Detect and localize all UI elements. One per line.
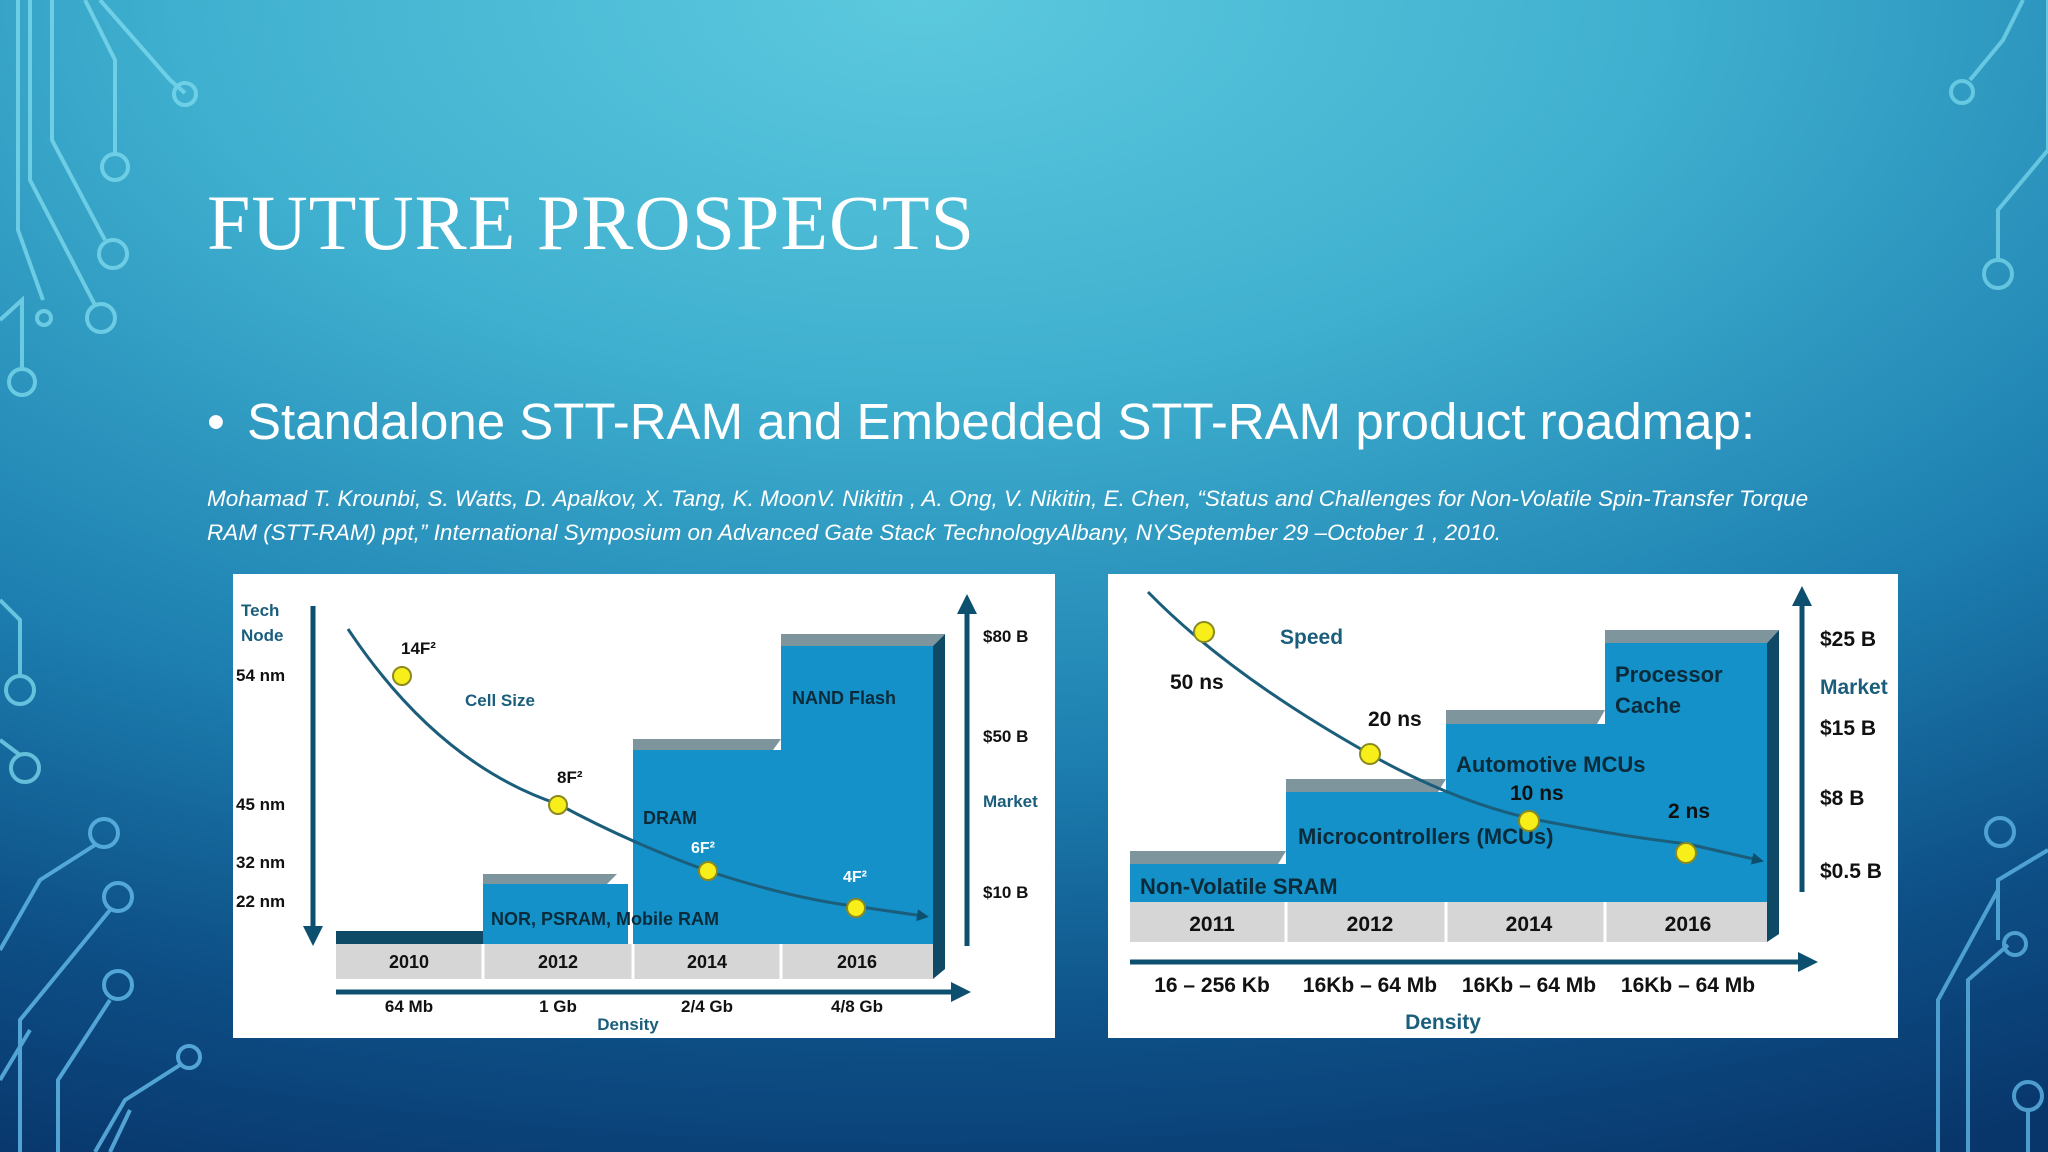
- density-axis-label: Density: [1405, 1011, 1481, 1034]
- cell-size-label: 4F²: [843, 869, 867, 886]
- mcu-block: [1286, 792, 1446, 902]
- cell-size-label: 6F²: [691, 840, 715, 857]
- market-tick: $15 B: [1820, 717, 1876, 740]
- speed-label: Speed: [1280, 626, 1343, 649]
- year-label: 2011: [1189, 913, 1235, 936]
- year-label: 2016: [1665, 913, 1712, 936]
- speed-value: 50 ns: [1170, 671, 1224, 694]
- cell-size-point: [392, 666, 412, 686]
- year-bar: [1130, 902, 1767, 942]
- segment-label: Microcontrollers (MCUs): [1298, 824, 1553, 849]
- cell-size-point: [698, 861, 718, 881]
- speed-point: [1518, 810, 1540, 832]
- density-value: 16Kb – 64 Mb: [1621, 974, 1755, 997]
- speed-curve: [1146, 590, 1764, 865]
- segment-label: Processor: [1615, 662, 1723, 687]
- embedded-roadmap-svg: 2011 2012 2014 2016 16 – 256 Kb 16Kb – 6…: [1130, 586, 1888, 1034]
- density-value: 16 – 256 Kb: [1154, 974, 1270, 997]
- left-circuit-decoration: [0, 0, 202, 1152]
- segment-label: Non-Volatile SRAM: [1140, 874, 1338, 899]
- cache-block-top: [1605, 630, 1779, 643]
- tech-node-label: Tech: [241, 601, 279, 620]
- market-tick: $8 B: [1820, 787, 1864, 810]
- tech-node-value: 54 nm: [236, 666, 285, 685]
- tech-node-value: 32 nm: [236, 853, 285, 872]
- market-tick: $10 B: [983, 883, 1028, 902]
- right-circuit-decoration: [1936, 0, 2048, 1152]
- segment-label: Cache: [1615, 693, 1681, 718]
- nvsram-block: [1130, 864, 1286, 902]
- nvsram-block-top: [1130, 851, 1286, 864]
- bullet-symbol: •: [207, 393, 225, 450]
- speed-point: [1193, 621, 1215, 643]
- nor-block-top: [483, 874, 617, 884]
- standalone-roadmap-chart: 2010 2012 2014 2016 64 Mb 1 Gb 2/4 Gb 4/…: [233, 574, 1055, 1038]
- density-value: 1 Gb: [539, 997, 577, 1016]
- year-label: 2016: [837, 952, 877, 972]
- density-value: 16Kb – 64 Mb: [1303, 974, 1437, 997]
- market-tick: $50 B: [983, 727, 1028, 746]
- market-tick: $80 B: [983, 627, 1028, 646]
- year-label: 2014: [687, 952, 727, 972]
- market-tick: $0.5 B: [1820, 860, 1882, 883]
- auto-mcu-block-top: [1446, 710, 1605, 724]
- embedded-roadmap-chart: 2011 2012 2014 2016 16 – 256 Kb 16Kb – 6…: [1108, 574, 1898, 1038]
- density-axis-label: Density: [597, 1015, 659, 1034]
- curve-label: Cell Size: [465, 691, 535, 710]
- mcu-block-top: [1286, 779, 1446, 792]
- density-value: 16Kb – 64 Mb: [1462, 974, 1596, 997]
- tech-node-value: 45 nm: [236, 795, 285, 814]
- density-value: 2/4 Gb: [681, 997, 733, 1016]
- market-axis-label: Market: [1820, 676, 1888, 699]
- citation: Mohamad T. Krounbi, S. Watts, D. Apalkov…: [207, 486, 1809, 545]
- cell-size-point: [548, 795, 568, 815]
- year-label: 2012: [538, 952, 578, 972]
- cell-size-label: 8F²: [557, 768, 583, 787]
- segment-label: NAND Flash: [792, 688, 896, 708]
- density-value: 64 Mb: [385, 997, 433, 1016]
- speed-point: [1359, 743, 1381, 765]
- speed-value: 20 ns: [1368, 708, 1422, 731]
- dram-block-top: [633, 739, 781, 750]
- cache-block-side: [1767, 630, 1779, 942]
- cell-size-label: 14F²: [401, 639, 436, 658]
- cell-size-curve: [346, 628, 929, 922]
- year-label: 2010: [389, 952, 429, 972]
- nand-block-side: [933, 634, 945, 979]
- segment-label: DRAM: [643, 808, 697, 828]
- nor-block-shadow: [336, 931, 483, 944]
- bullet-text: Standalone STT-RAM and Embedded STT-RAM …: [247, 393, 1756, 450]
- speed-value: 10 ns: [1510, 782, 1564, 805]
- nand-block-top: [781, 634, 945, 646]
- cell-size-point: [846, 898, 866, 918]
- slide-title: FUTURE PROSPECTS: [207, 179, 976, 266]
- year-label: 2014: [1506, 913, 1553, 936]
- tech-node-value: 22 nm: [236, 892, 285, 911]
- density-value: 4/8 Gb: [831, 997, 883, 1016]
- dram-block: [633, 750, 781, 944]
- nand-block: [781, 646, 933, 944]
- speed-point: [1675, 842, 1697, 864]
- bullet-item: • Standalone STT-RAM and Embedded STT-RAM…: [207, 392, 1755, 451]
- segment-label: Automotive MCUs: [1456, 752, 1645, 777]
- speed-value: 2 ns: [1668, 800, 1710, 823]
- year-label: 2012: [1347, 913, 1394, 936]
- tech-node-label: Node: [241, 626, 284, 645]
- nor-block: [483, 884, 628, 944]
- segment-label: NOR, PSRAM, Mobile RAM: [491, 909, 719, 929]
- market-axis-label: Market: [983, 792, 1038, 811]
- market-tick: $25 B: [1820, 628, 1876, 651]
- standalone-roadmap-svg: 2010 2012 2014 2016 64 Mb 1 Gb 2/4 Gb 4/…: [236, 594, 1038, 1034]
